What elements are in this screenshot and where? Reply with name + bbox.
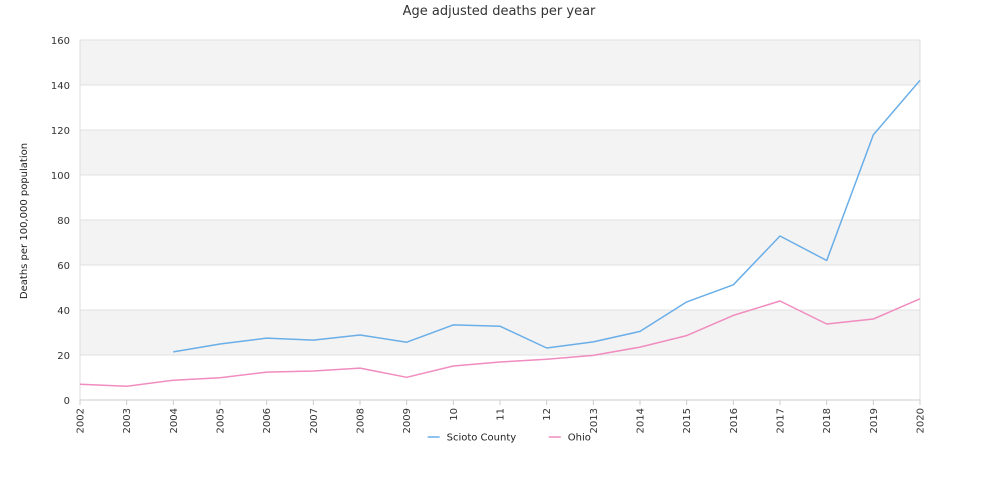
x-tick-label: 2003 bbox=[122, 408, 133, 433]
x-tick-label: 11 bbox=[496, 408, 507, 421]
chart-title: Age adjusted deaths per year bbox=[403, 4, 596, 19]
y-tick-label: 160 bbox=[51, 36, 70, 47]
x-tick-label: 2017 bbox=[776, 408, 787, 433]
x-tick-label: 2019 bbox=[869, 408, 880, 433]
series-line-ohio bbox=[79, 298, 921, 388]
y-tick-label: 60 bbox=[57, 261, 70, 272]
y-tick-label: 40 bbox=[57, 306, 70, 317]
plot-band bbox=[80, 130, 920, 175]
series-lines bbox=[79, 79, 921, 388]
y-tick-label: 0 bbox=[64, 396, 70, 407]
plot-band bbox=[80, 310, 920, 355]
y-axis-label: Deaths per 100,000 population bbox=[19, 143, 30, 299]
plot-background-bands bbox=[80, 40, 920, 400]
series-line-scioto-county bbox=[173, 79, 921, 353]
y-tick-label: 80 bbox=[57, 216, 70, 227]
x-tick-label: 2015 bbox=[682, 408, 693, 433]
x-tick-label: 2013 bbox=[589, 408, 600, 433]
x-tick-label: 2008 bbox=[356, 408, 367, 433]
y-axis-ticks: 0 20 40 60 80 100 120 140 160 bbox=[51, 36, 70, 407]
legend-label-ohio: Ohio bbox=[568, 433, 591, 444]
x-tick-label: 2018 bbox=[822, 408, 833, 433]
x-tick-label: 2004 bbox=[169, 408, 180, 433]
x-tick-label: 2005 bbox=[216, 408, 227, 433]
y-tick-label: 20 bbox=[57, 351, 70, 362]
plot-band bbox=[80, 40, 920, 85]
y-tick-label: 120 bbox=[51, 126, 70, 137]
y-tick-label: 140 bbox=[51, 81, 70, 92]
x-tick-label: 2020 bbox=[916, 408, 927, 433]
x-tick-label: 2002 bbox=[76, 408, 87, 433]
legend: Scioto County Ohio bbox=[427, 433, 591, 444]
x-axis-ticks: 2002 2003 2004 2005 2006 2007 2008 2009 10 11 12 20… bbox=[76, 400, 927, 433]
plot-band bbox=[80, 220, 920, 265]
y-tick-label: 100 bbox=[51, 171, 70, 182]
plot-band bbox=[80, 85, 920, 130]
x-tick-label: 2014 bbox=[636, 408, 647, 433]
x-tick-label: 12 bbox=[542, 408, 553, 421]
plot-band bbox=[80, 175, 920, 220]
legend-label-scioto-county: Scioto County bbox=[447, 433, 517, 444]
plot-band bbox=[80, 265, 920, 310]
x-tick-label: 2007 bbox=[309, 408, 320, 433]
x-tick-label: 2016 bbox=[729, 408, 740, 433]
x-tick-label: 2006 bbox=[262, 408, 273, 433]
x-tick-label: 2009 bbox=[402, 408, 413, 433]
x-tick-label: 10 bbox=[449, 408, 460, 421]
